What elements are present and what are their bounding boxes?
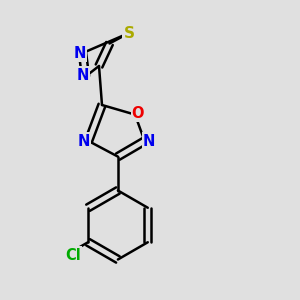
Text: N: N: [143, 134, 155, 148]
Text: Cl: Cl: [65, 248, 81, 262]
Text: S: S: [124, 26, 134, 40]
Text: N: N: [76, 68, 89, 82]
Text: N: N: [78, 134, 90, 148]
Text: O: O: [132, 106, 144, 121]
Text: N: N: [73, 46, 86, 61]
